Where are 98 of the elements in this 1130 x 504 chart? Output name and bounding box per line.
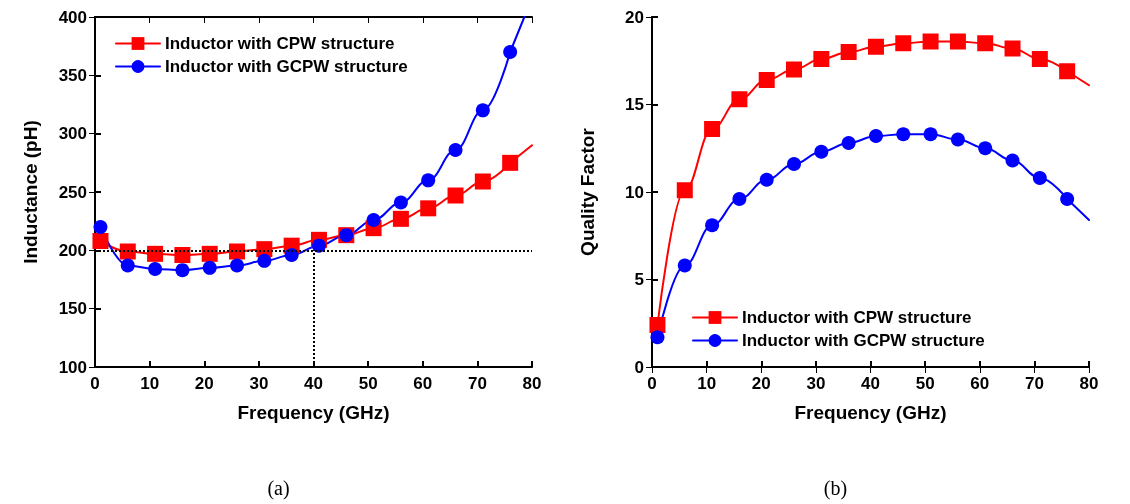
point <box>393 195 408 210</box>
point <box>868 129 883 143</box>
point <box>840 44 857 60</box>
point <box>759 172 774 187</box>
y-tick-label: 200 <box>58 240 87 260</box>
point <box>677 258 692 273</box>
point <box>502 154 519 171</box>
point <box>474 173 491 190</box>
point <box>758 72 775 88</box>
point <box>786 61 803 78</box>
point <box>787 157 802 171</box>
point <box>475 103 490 118</box>
x-tick-label: 0 <box>90 374 100 393</box>
point <box>1032 171 1047 185</box>
point <box>447 187 464 204</box>
y-tick-label: 10 <box>625 182 644 202</box>
x-tick-label: 40 <box>861 374 880 393</box>
point <box>93 220 108 234</box>
x-axis-title: Frequency (GHz) <box>794 402 947 423</box>
point <box>448 143 463 157</box>
point <box>895 35 912 52</box>
legend-label: Inductor with GCPW structure <box>165 57 408 76</box>
point <box>92 233 109 249</box>
x-tick-label: 60 <box>970 374 990 393</box>
point <box>284 248 299 262</box>
point <box>977 35 994 52</box>
y-axis-title: Inductance (pH) <box>20 120 41 264</box>
y-tick-label: 400 <box>58 7 87 27</box>
point <box>503 45 518 59</box>
x-tick-label: 10 <box>140 374 160 393</box>
y-tick-label: 100 <box>58 357 87 377</box>
point <box>148 262 163 276</box>
x-tick-label: 30 <box>249 374 269 393</box>
x-axis-title: Frequency (GHz) <box>237 402 390 423</box>
point <box>705 218 720 233</box>
point <box>229 243 246 260</box>
point <box>841 136 856 150</box>
legend-label: Inductor with CPW structure <box>742 308 972 327</box>
point <box>922 33 939 50</box>
point <box>923 127 938 142</box>
legend-label: Inductor with CPW structure <box>165 34 395 53</box>
y-tick-label: 300 <box>58 124 87 144</box>
point <box>813 51 830 67</box>
x-tick-label: 0 <box>647 374 657 393</box>
y-tick-label: 0 <box>634 357 644 377</box>
x-tick-label: 20 <box>194 374 214 393</box>
x-tick-label: 70 <box>467 374 487 393</box>
point <box>896 127 911 142</box>
point <box>867 38 884 55</box>
point <box>311 238 326 253</box>
point <box>950 132 965 147</box>
x-tick-label: 80 <box>522 374 542 393</box>
point <box>392 210 409 227</box>
y-tick-label: 250 <box>58 182 87 202</box>
legend-label: Inductor with GCPW structure <box>742 331 985 350</box>
x-tick-label: 50 <box>915 374 935 393</box>
x-tick-label: 40 <box>304 374 323 393</box>
point <box>1031 51 1048 67</box>
y-tick-label: 5 <box>634 270 644 289</box>
point <box>676 182 693 199</box>
point <box>1059 63 1076 80</box>
point <box>814 144 829 159</box>
x-tick-label: 80 <box>1079 374 1099 393</box>
point <box>230 258 245 273</box>
point <box>649 317 666 333</box>
x-tick-label: 30 <box>806 374 826 393</box>
point <box>366 213 381 227</box>
point <box>731 91 748 108</box>
point <box>420 200 437 217</box>
point <box>175 263 190 278</box>
point <box>704 121 721 137</box>
x-tick-label: 20 <box>751 374 771 393</box>
x-tick-label: 10 <box>697 374 717 393</box>
point <box>421 173 436 188</box>
x-tick-label: 70 <box>1024 374 1044 393</box>
point <box>949 33 966 50</box>
point <box>1005 153 1020 168</box>
y-axis-title: Quality Factor <box>577 127 598 256</box>
point <box>120 258 135 273</box>
point <box>174 247 191 263</box>
y-tick-label: 350 <box>58 65 87 85</box>
x-tick-label: 60 <box>413 374 433 393</box>
point <box>1004 40 1021 57</box>
point <box>257 253 272 268</box>
y-tick-label: 20 <box>625 7 644 27</box>
point <box>732 192 747 206</box>
text: (b) <box>823 477 848 500</box>
point <box>202 260 217 275</box>
x-tick-label: 50 <box>358 374 378 393</box>
y-tick-label: 15 <box>625 95 644 114</box>
point <box>201 245 218 262</box>
point <box>147 245 164 262</box>
text: (a) <box>267 477 290 500</box>
point <box>119 243 136 260</box>
point <box>650 330 665 345</box>
point <box>978 141 993 156</box>
y-tick-label: 150 <box>58 299 87 319</box>
point <box>1060 192 1075 206</box>
